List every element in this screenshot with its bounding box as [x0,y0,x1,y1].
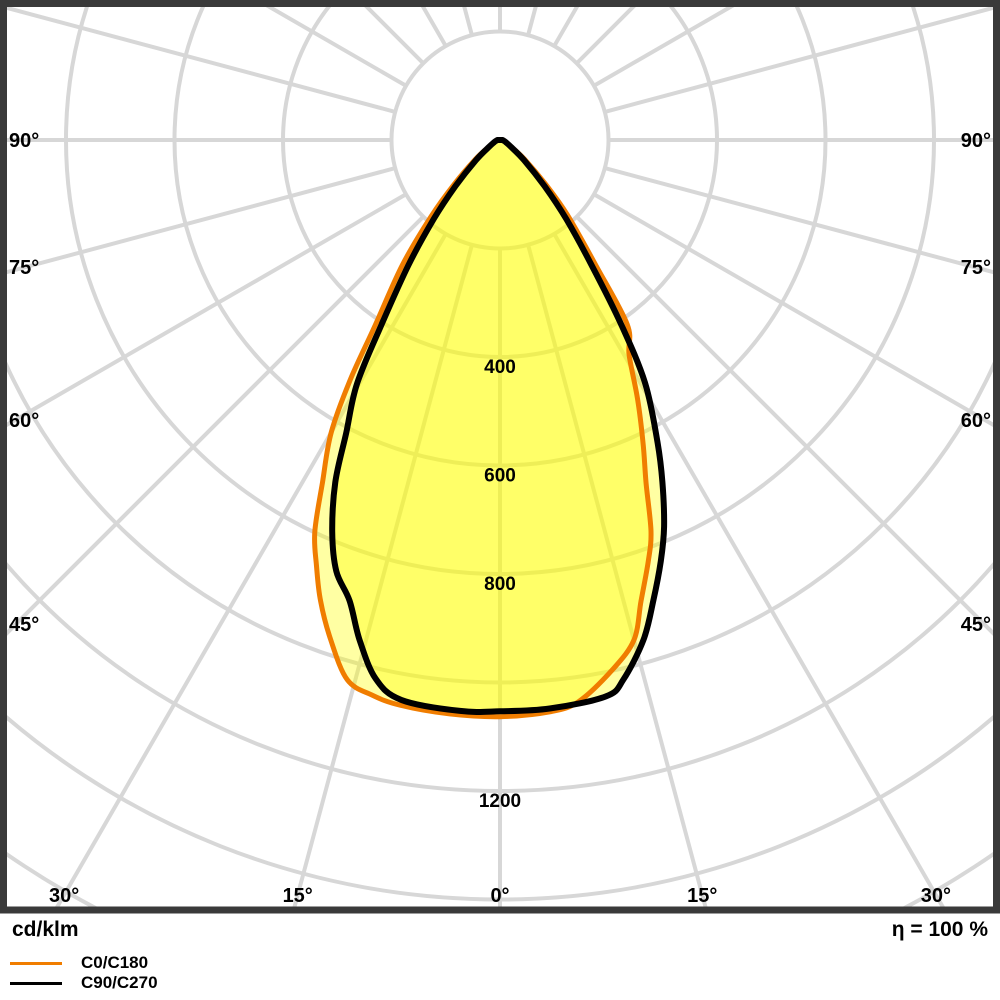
angle-label-bottom-4: 30° [921,885,951,907]
grid-radial-L60 [7,192,408,427]
footer-row: cd/klm η = 100 % [0,918,1000,944]
legend-item-c0-c180: C0/C180 [10,953,158,973]
angle-label-left-45: 45° [9,614,39,636]
unit-label: cd/klm [12,918,79,941]
ring-label-400: 400 [484,357,516,378]
curve-fill-c90-c270 [332,140,665,712]
plot-frame [0,0,1000,914]
angle-label-right-60: 60° [961,410,991,432]
grid-radial-R45 [575,215,993,636]
grid-radial-L105 [7,7,396,114]
ring-label-800: 800 [484,574,516,595]
curve-c0-c180 [312,137,654,720]
legend-line-c90-c270 [10,981,62,985]
curve-c90-c270 [329,137,668,715]
grid-radial-R15 [526,244,708,907]
angle-label-bottom-3: 15° [687,885,717,907]
angle-label-right-75: 75° [961,257,991,279]
angle-label-left-90: 90° [9,130,39,152]
efficiency-label: η = 100 % [891,918,988,941]
grid-radial-L75 [7,166,396,275]
grid-radial-L15 [292,244,474,907]
plot-area: 400 600 800 1200 [7,7,993,907]
angle-label-left-75: 75° [9,257,39,279]
legend: C0/C180 C90/C270 [10,953,158,993]
angle-label-left-60: 60° [9,410,39,432]
ring-label-1200: 1200 [479,791,521,812]
legend-line-c0-c180 [10,961,62,965]
grid-radial-L45 [7,215,425,636]
legend-label-c0-c180: C0/C180 [81,953,149,972]
legend-item-c90-c270: C90/C270 [10,973,158,993]
angle-label-bottom-2: 0° [490,885,509,907]
polar-chart: 400 600 800 1200 90° 90° 75° 75° 60° 60° 45° 45° 30°… [0,0,1000,914]
angle-label-bottom-0: 30° [49,885,79,907]
grid-radial-R60 [592,192,993,427]
angle-label-bottom-1: 15° [283,885,313,907]
grid-radial-R105 [604,7,993,114]
angle-label-right-90: 90° [961,130,991,152]
grid-radial-R75 [604,166,993,275]
ring-label-600: 600 [484,466,516,487]
legend-label-c90-c270: C90/C270 [81,973,158,992]
angle-label-right-45: 45° [961,614,991,636]
